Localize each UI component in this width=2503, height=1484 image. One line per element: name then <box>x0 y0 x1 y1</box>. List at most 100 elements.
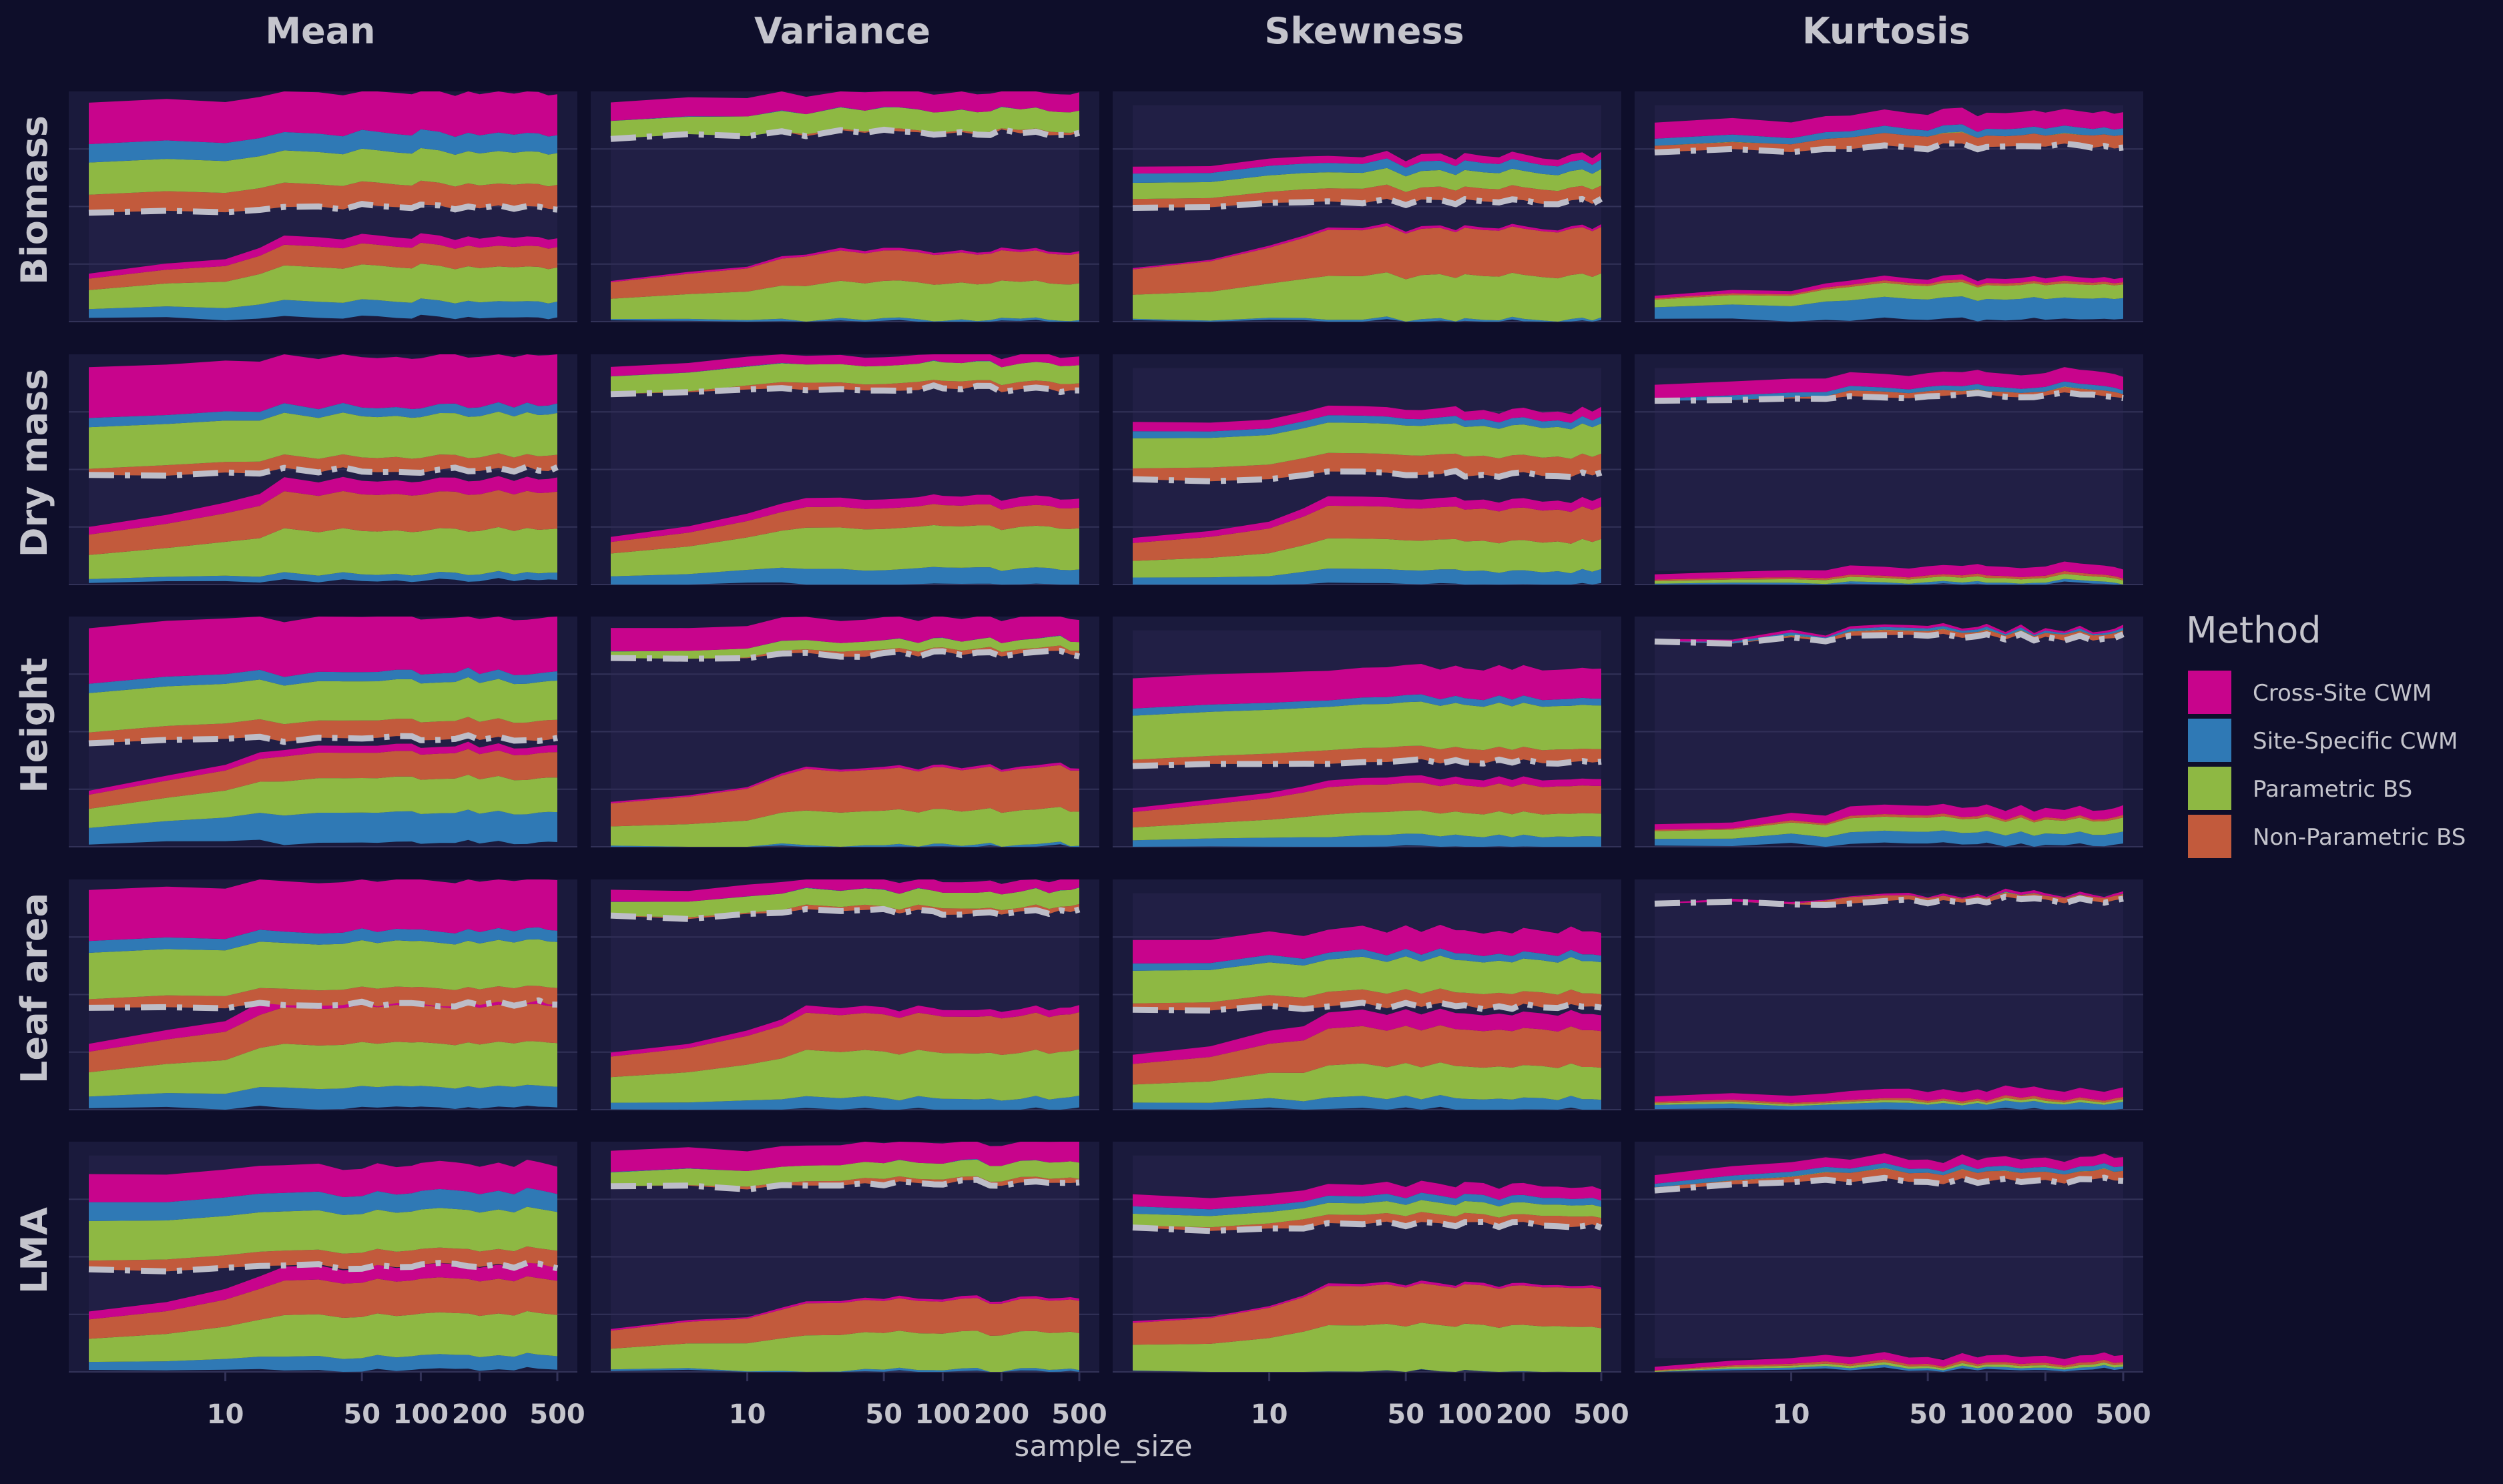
lower-band-cross-site <box>1133 1280 1601 1323</box>
lower-band-non-parametric <box>89 242 557 290</box>
upper-band-parametric <box>611 107 1079 139</box>
panel-height-mean <box>69 617 577 847</box>
lower-band-parametric <box>1133 1323 1601 1372</box>
x-tick-label: 10 <box>1773 1399 1810 1430</box>
lower-band-site-specific <box>1655 1100 2123 1110</box>
panel-lma-skewness <box>1113 1142 1621 1373</box>
median-line <box>88 732 558 747</box>
interval-shading <box>1655 630 2123 833</box>
upper-band-parametric <box>89 677 557 733</box>
col-header-skewness: Skewness <box>1264 10 1464 52</box>
median-line <box>1132 756 1602 769</box>
legend-label-non-parametric-bs: Non-Parametric BS <box>2253 824 2466 851</box>
median-line <box>1132 1218 1603 1234</box>
upper-band-site-specific <box>89 1188 557 1221</box>
x-tick-label: 10 <box>207 1399 244 1430</box>
lower-band-site-specific <box>89 298 557 321</box>
lower-band-site-specific <box>611 841 1079 847</box>
x-tick-label: 500 <box>529 1399 585 1430</box>
lower-band-cross-site <box>89 233 557 279</box>
row-header-leaf-area: Leaf area <box>13 893 55 1084</box>
upper-band-cross-site <box>1655 1153 2123 1184</box>
lower-band-parametric <box>1133 810 1601 841</box>
lower-band-parametric <box>1655 574 2123 585</box>
upper-band-cross-site <box>1655 623 2123 642</box>
lower-band-site-specific <box>611 567 1079 585</box>
upper-band-parametric <box>1133 1200 1601 1228</box>
lower-band-site-specific <box>89 1084 557 1110</box>
x-tick-label: 100 <box>393 1399 449 1430</box>
interval-shading <box>1655 893 2123 1096</box>
panel-dry-mass-mean <box>69 354 577 585</box>
lower-band-parametric <box>89 526 557 579</box>
median-line <box>1654 140 2124 155</box>
upper-band-parametric <box>611 887 1079 917</box>
legend-label-cross-site-cwm: Cross-Site CWM <box>2253 680 2432 707</box>
legend-label-site-specific-cwm: Site-Specific CWM <box>2253 728 2458 755</box>
x-tick-label: 200 <box>1496 1399 1552 1430</box>
col-header-kurtosis: Kurtosis <box>1802 10 1970 52</box>
lower-band-cross-site <box>1655 561 2123 580</box>
lower-band-non-parametric <box>89 490 557 555</box>
lower-band-non-parametric <box>611 250 1079 299</box>
row-headers: Biomass Dry mass Height Leaf area LMA <box>13 115 55 1294</box>
lower-band-non-parametric <box>89 749 557 809</box>
panel-leaf-area-mean <box>69 879 577 1110</box>
panel-height-kurtosis <box>1635 617 2143 847</box>
lower-band-cross-site <box>1655 1352 2123 1371</box>
upper-band-cross-site <box>1133 151 1601 174</box>
upper-band-cross-site <box>611 879 1079 902</box>
upper-band-cross-site <box>1655 888 2123 904</box>
upper-band-non-parametric <box>611 380 1079 394</box>
upper-band-site-specific <box>1133 948 1601 971</box>
median-line <box>88 997 558 1012</box>
upper-band-cross-site <box>611 354 1079 376</box>
median-line <box>610 1176 1080 1192</box>
legend-key-non-parametric-bs <box>2188 815 2231 858</box>
x-tick-label: 500 <box>2095 1399 2151 1430</box>
upper-band-parametric <box>611 360 1079 394</box>
lower-band-parametric <box>611 807 1079 847</box>
lower-band-non-parametric <box>611 504 1079 554</box>
lower-band-non-parametric <box>1655 813 2123 831</box>
median-line <box>1132 1000 1602 1014</box>
lower-band-non-parametric <box>1133 226 1601 295</box>
lower-band-parametric <box>1655 1098 2123 1106</box>
upper-band-site-specific <box>1655 626 2123 644</box>
col-header-mean: Mean <box>265 10 375 52</box>
x-tick-label: 50 <box>343 1399 380 1430</box>
x-tick-label: 10 <box>1251 1399 1288 1430</box>
panel-dry-mass-kurtosis <box>1635 354 2143 585</box>
x-tick-label: 100 <box>915 1399 971 1430</box>
legend-label-parametric-bs: Parametric BS <box>2253 776 2412 803</box>
upper-band-cross-site <box>89 91 557 144</box>
panel-leaf-area-skewness <box>1113 879 1621 1110</box>
upper-band-site-specific <box>1655 124 2123 146</box>
median-line <box>1654 893 2124 908</box>
upper-band-non-parametric <box>611 645 1079 659</box>
lower-band-parametric <box>89 775 557 828</box>
x-tick-label: 500 <box>1051 1399 1107 1430</box>
column-headers: Mean Variance Skewness Kurtosis <box>265 10 1970 52</box>
panel-leaf-area-variance <box>591 879 1099 1110</box>
panel-height-variance <box>591 617 1099 847</box>
median-line <box>1132 196 1603 211</box>
x-tick-label: 100 <box>1959 1399 2015 1430</box>
upper-band-cross-site <box>1133 924 1601 964</box>
lower-band-non-parametric <box>611 1012 1079 1078</box>
upper-band-non-parametric <box>1655 132 2123 153</box>
lower-band-cross-site <box>1655 1085 2123 1103</box>
lower-band-parametric <box>611 524 1079 577</box>
median-line <box>1132 468 1603 484</box>
x-tick-label: 10 <box>729 1399 766 1430</box>
panel-lma-variance <box>591 1142 1099 1373</box>
lower-band-cross-site <box>1133 1008 1601 1064</box>
upper-band-cross-site <box>1133 664 1601 709</box>
legend: Method Cross-Site CWM Site-Specific CWM … <box>2186 609 2466 858</box>
median-line <box>610 126 1080 142</box>
lower-band-cross-site <box>89 741 557 795</box>
x-tick-label: 50 <box>1387 1399 1424 1430</box>
lower-band-cross-site <box>611 762 1079 803</box>
lower-band-non-parametric <box>1655 279 2123 300</box>
upper-band-cross-site <box>1133 1180 1601 1210</box>
